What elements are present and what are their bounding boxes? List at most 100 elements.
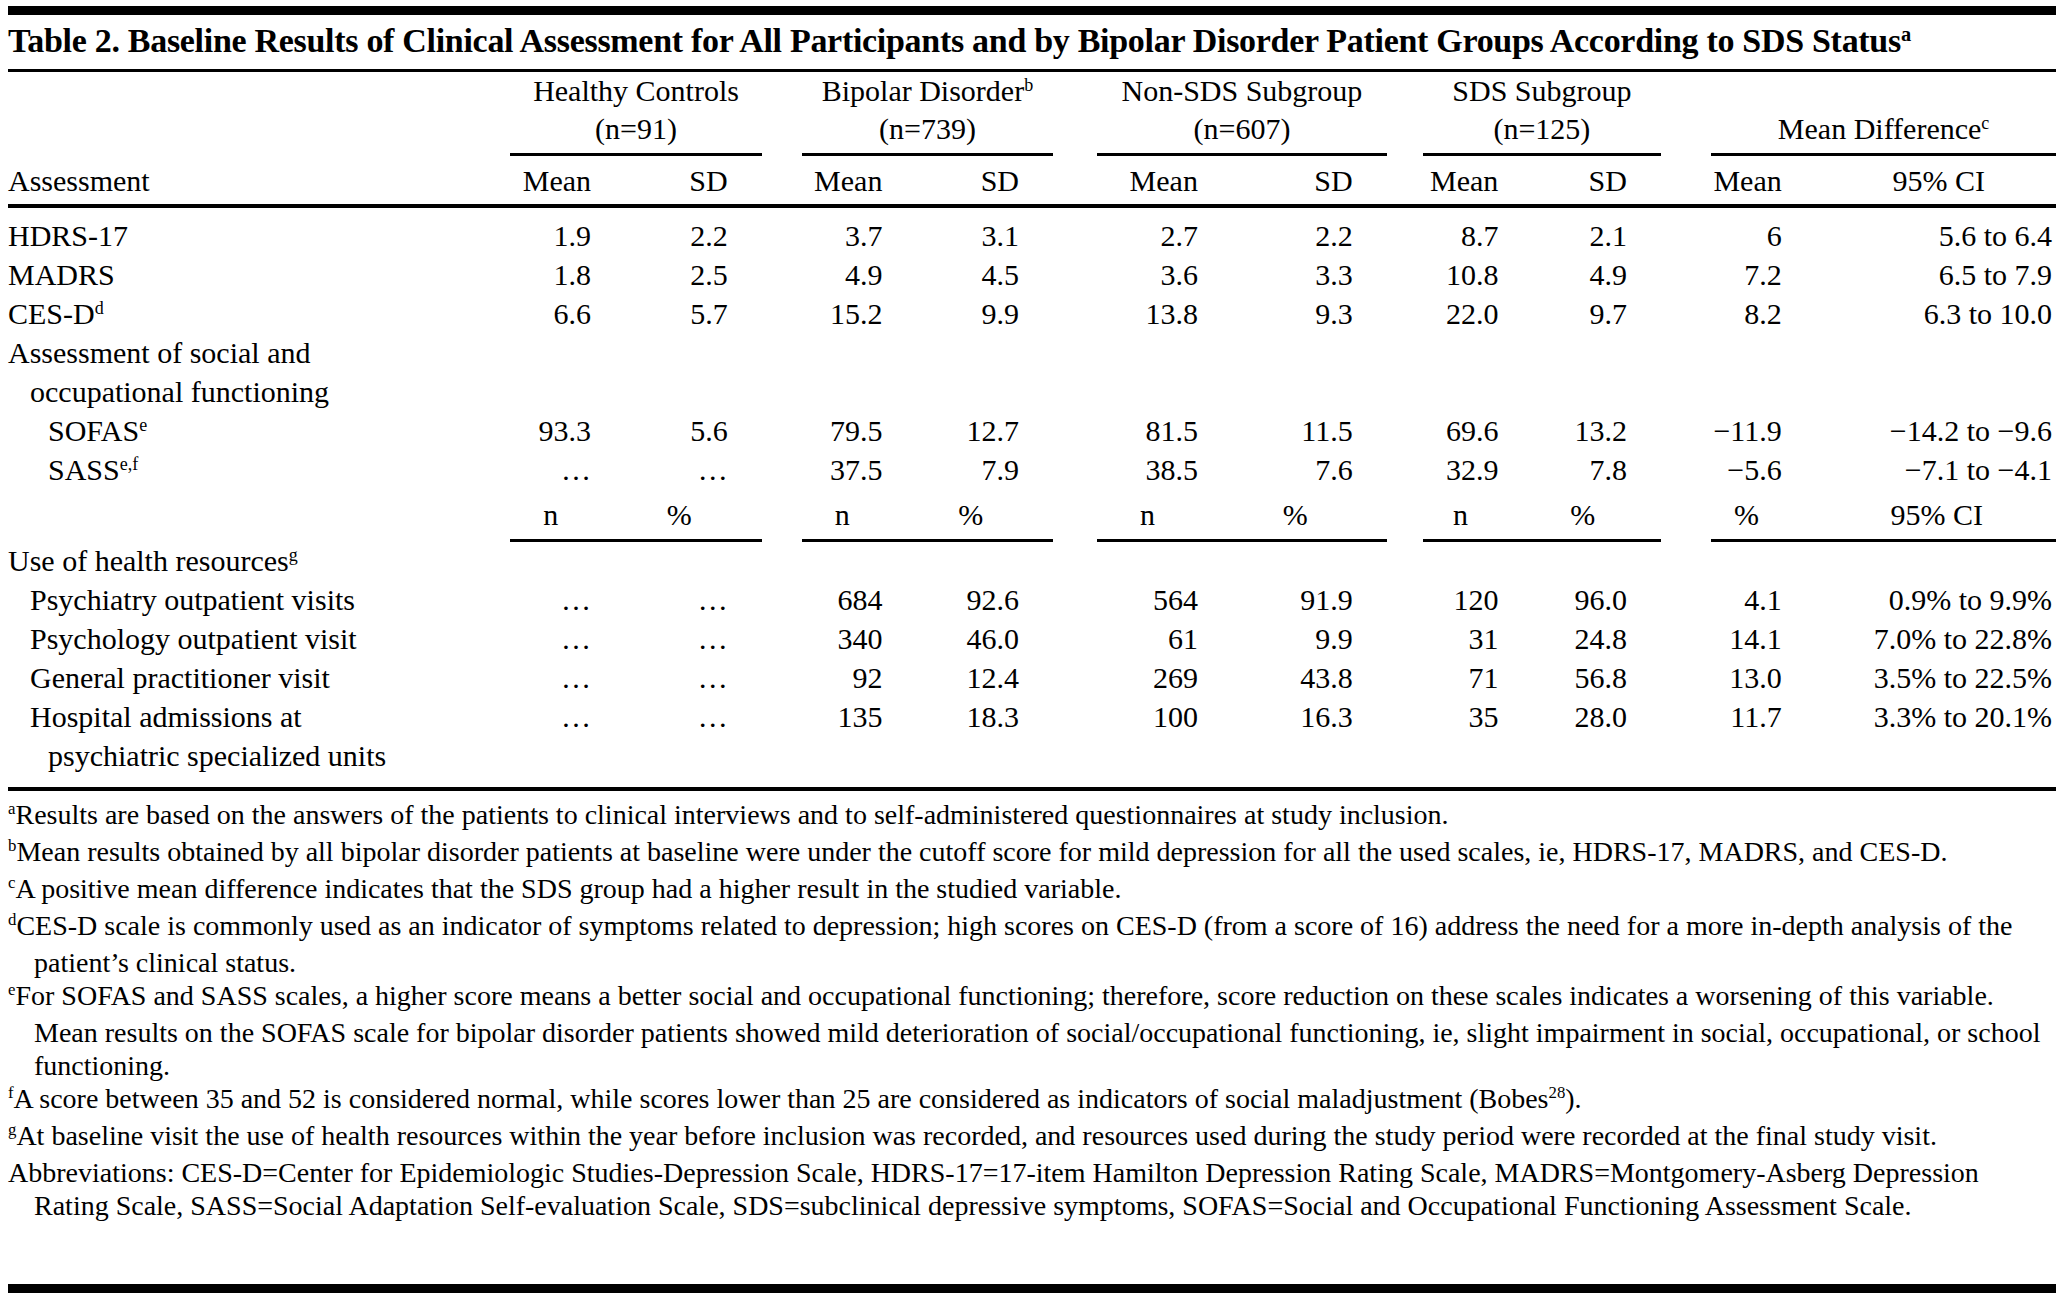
value-cell bbox=[510, 333, 631, 411]
value-cell: 71 bbox=[1423, 658, 1539, 697]
paper-table-page: Table 2. Baseline Results of Clinical As… bbox=[0, 0, 2064, 1296]
value-cell: 38.5 bbox=[1097, 450, 1238, 489]
column-subheader-cell: % bbox=[1238, 489, 1387, 541]
column-gap bbox=[1661, 489, 1711, 541]
value-cell bbox=[1822, 333, 2056, 411]
value-cell bbox=[1423, 541, 1539, 580]
column-gap bbox=[1661, 619, 1711, 658]
value-cell: 100 bbox=[1097, 697, 1238, 783]
column-gap bbox=[1661, 541, 1711, 580]
value-cell bbox=[631, 541, 762, 580]
value-cell: 120 bbox=[1423, 580, 1539, 619]
value-cell: 8.7 bbox=[1423, 206, 1539, 255]
value-cell: 96.0 bbox=[1538, 580, 1661, 619]
column-gap bbox=[1053, 333, 1097, 411]
row-label-line: Assessment of social and bbox=[8, 333, 510, 372]
value-cell: 31 bbox=[1423, 619, 1539, 658]
value-cell: 14.1 bbox=[1711, 619, 1822, 658]
value-cell bbox=[1238, 333, 1387, 411]
column-header-mean: Mean bbox=[510, 155, 631, 207]
value-cell: 2.5 bbox=[631, 255, 762, 294]
table-row: SOFASe93.35.679.512.781.511.569.613.2−11… bbox=[8, 411, 2056, 450]
value-cell: 3.3 bbox=[1238, 255, 1387, 294]
value-cell: 7.8 bbox=[1538, 450, 1661, 489]
value-cell bbox=[922, 541, 1053, 580]
table-body: HDRS-171.92.23.73.12.72.28.72.165.6 to 6… bbox=[8, 206, 2056, 783]
column-gap bbox=[1661, 255, 1711, 294]
value-cell: 9.7 bbox=[1538, 294, 1661, 333]
value-cell bbox=[922, 333, 1053, 411]
value-cell: 6 bbox=[1711, 206, 1822, 255]
column-header-mean: Mean bbox=[1711, 155, 1822, 207]
value-cell: 11.7 bbox=[1711, 697, 1822, 783]
row-label-line: General practitioner visit bbox=[8, 658, 510, 697]
column-gap bbox=[1053, 658, 1097, 697]
column-gap bbox=[762, 72, 802, 155]
column-gap bbox=[762, 489, 802, 541]
column-gap bbox=[1387, 255, 1423, 294]
column-gap bbox=[762, 658, 802, 697]
value-cell: 8.2 bbox=[1711, 294, 1822, 333]
column-subheader-cell: n bbox=[1097, 489, 1238, 541]
table-row: Use of health resourcesg bbox=[8, 541, 2056, 580]
row-label: Assessment of social andoccupational fun… bbox=[8, 333, 510, 411]
value-cell: 2.2 bbox=[1238, 206, 1387, 255]
column-header-mean: Mean bbox=[802, 155, 923, 207]
row-label-line: Psychiatry outpatient visits bbox=[8, 580, 510, 619]
value-cell: 684 bbox=[802, 580, 923, 619]
value-cell bbox=[1097, 333, 1238, 411]
value-cell: 4.9 bbox=[1538, 255, 1661, 294]
column-gap bbox=[1661, 333, 1711, 411]
value-cell: 3.3% to 20.1% bbox=[1822, 697, 2056, 783]
value-cell: 37.5 bbox=[802, 450, 923, 489]
value-cell: … bbox=[631, 697, 762, 783]
value-cell: 13.8 bbox=[1097, 294, 1238, 333]
column-subheader-cell: n bbox=[802, 489, 923, 541]
value-cell: 3.6 bbox=[1097, 255, 1238, 294]
column-gap bbox=[762, 255, 802, 294]
column-gap bbox=[1661, 450, 1711, 489]
column-subheader-cell: % bbox=[922, 489, 1053, 541]
column-gap bbox=[1053, 541, 1097, 580]
value-cell: 10.8 bbox=[1423, 255, 1539, 294]
footnotes: aResults are based on the answers of the… bbox=[8, 787, 2056, 1222]
value-cell: 2.7 bbox=[1097, 206, 1238, 255]
bottom-rule bbox=[8, 1284, 2056, 1293]
value-cell: 7.6 bbox=[1238, 450, 1387, 489]
footnote-line: aResults are based on the answers of the… bbox=[8, 798, 2056, 835]
column-subheader-cell: n bbox=[1423, 489, 1539, 541]
column-gap bbox=[1661, 206, 1711, 255]
column-gap bbox=[1053, 489, 1097, 541]
column-gap bbox=[1053, 619, 1097, 658]
value-cell: … bbox=[510, 697, 631, 783]
column-gap bbox=[1661, 294, 1711, 333]
row-label bbox=[8, 489, 510, 541]
column-gap bbox=[1661, 72, 1711, 155]
column-subheader-cell: % bbox=[1711, 489, 1822, 541]
table-row: Psychiatry outpatient visits……68492.6564… bbox=[8, 580, 2056, 619]
row-label: MADRS bbox=[8, 255, 510, 294]
table-row: General practitioner visit……9212.426943.… bbox=[8, 658, 2056, 697]
footnote-line: gAt baseline visit the use of health res… bbox=[8, 1119, 2056, 1156]
value-cell: 6.5 to 7.9 bbox=[1822, 255, 2056, 294]
group-header-sds-subgroup: SDS Subgroup (n=125) bbox=[1423, 72, 1661, 155]
value-cell bbox=[1711, 333, 1822, 411]
column-gap bbox=[1053, 697, 1097, 783]
column-gap bbox=[1387, 658, 1423, 697]
value-cell: −11.9 bbox=[1711, 411, 1822, 450]
column-header-assessment: Assessment bbox=[8, 155, 510, 207]
row-label: Use of health resourcesg bbox=[8, 541, 510, 580]
value-cell: 92 bbox=[802, 658, 923, 697]
table-row: n%n%n%n%%95% CI bbox=[8, 489, 2056, 541]
column-gap bbox=[1661, 697, 1711, 783]
column-gap bbox=[1387, 489, 1423, 541]
value-cell: 22.0 bbox=[1423, 294, 1539, 333]
column-subheader-cell: n bbox=[510, 489, 631, 541]
column-subheader-cell: % bbox=[631, 489, 762, 541]
value-cell bbox=[802, 541, 923, 580]
column-gap bbox=[1387, 333, 1423, 411]
row-label: SASSe,f bbox=[8, 450, 510, 489]
column-gap bbox=[1387, 206, 1423, 255]
row-label-line: CES-Dd bbox=[8, 294, 510, 333]
group-header-row: Healthy Controls (n=91) Bipolar Disorder… bbox=[8, 72, 2056, 155]
